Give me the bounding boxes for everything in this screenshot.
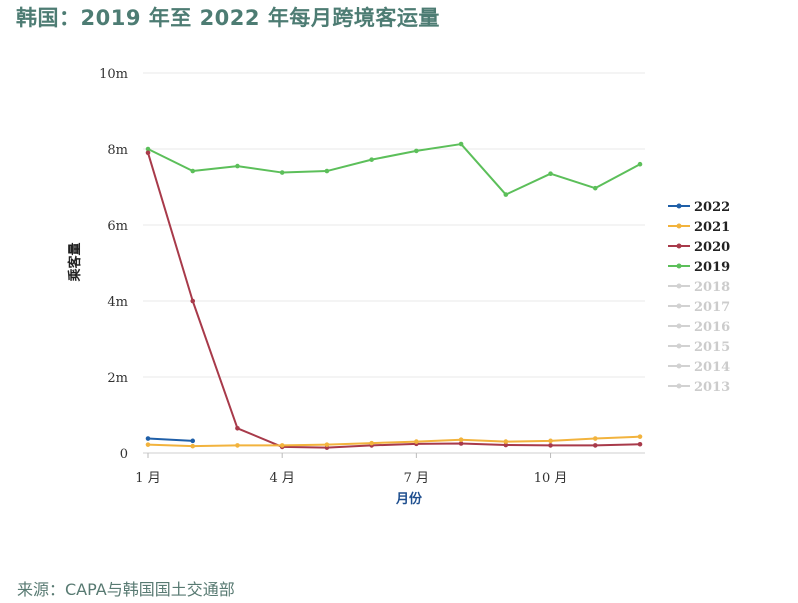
series-lines <box>145 141 643 450</box>
legend-label: 2018 <box>694 280 730 295</box>
data-point-2021 <box>324 442 330 447</box>
legend-swatch-dot <box>676 303 682 309</box>
data-point-2019 <box>592 185 598 191</box>
legend-item-2013[interactable]: 2013 <box>668 380 730 395</box>
data-point-2019 <box>414 148 419 154</box>
legend-label: 2020 <box>694 240 730 255</box>
legend-item-2014[interactable]: 2014 <box>668 360 730 375</box>
data-point-2021 <box>145 442 151 447</box>
x-tick-label: 4 月 <box>269 471 294 486</box>
legend-swatch-dot <box>676 283 682 289</box>
x-tick-label: 1 月 <box>135 471 160 486</box>
series-2022 <box>145 436 196 444</box>
data-point-2019 <box>637 161 643 167</box>
data-point-2019 <box>190 168 196 174</box>
data-point-2020 <box>592 443 598 448</box>
y-tick-label: 8m <box>107 143 128 158</box>
data-point-2019 <box>145 146 151 152</box>
legend-label: 2019 <box>694 260 730 275</box>
data-point-2021 <box>369 440 374 446</box>
x-axis-label: 月份 <box>395 491 423 507</box>
series-line-2022 <box>147 437 193 442</box>
data-point-2021 <box>414 439 419 444</box>
source-note: 来源：CAPA与韩国国土交通部 <box>17 580 235 599</box>
legend-label: 2021 <box>694 220 730 235</box>
data-point-2019 <box>548 171 553 176</box>
data-point-2020 <box>637 441 643 447</box>
data-point-2019 <box>279 170 285 175</box>
data-point-2020 <box>548 443 553 448</box>
data-point-2021 <box>637 434 643 439</box>
data-point-2021 <box>592 436 598 441</box>
data-point-2021 <box>235 443 240 448</box>
legend-label: 2015 <box>694 340 730 355</box>
y-tick-label: 0 <box>120 447 128 462</box>
legend-swatch-dot <box>676 343 682 349</box>
legend-swatch-dot <box>676 203 682 209</box>
legend-item-2015[interactable]: 2015 <box>668 340 730 355</box>
series-line-2019 <box>147 143 641 196</box>
legend-swatch-dot <box>676 223 682 229</box>
x-tick-label: 7 月 <box>404 471 429 486</box>
legend-item-2016[interactable]: 2016 <box>668 320 730 335</box>
legend-swatch-dot <box>676 383 682 389</box>
data-point-2020 <box>145 150 151 156</box>
data-point-2021 <box>503 439 509 444</box>
y-axis: 0 2m 4m 6m 8m 10m <box>99 67 128 462</box>
legend-item-2020[interactable]: 2020 <box>668 240 730 255</box>
data-point-2022 <box>190 438 196 444</box>
legend-item-2019[interactable]: 2019 <box>668 260 730 275</box>
data-point-2019 <box>458 141 464 147</box>
data-point-2022 <box>145 436 151 441</box>
x-tick-label: 10 月 <box>534 471 568 486</box>
data-point-2019 <box>503 192 509 197</box>
data-point-2020 <box>458 441 464 446</box>
legend-label: 2014 <box>694 360 730 375</box>
x-axis: 1 月 4 月 7 月 10 月 <box>135 453 567 486</box>
page-title: 韩国：2019 年至 2022 年每月跨境客运量 <box>16 6 440 30</box>
legend-item-2018[interactable]: 2018 <box>668 280 730 295</box>
data-point-2019 <box>235 163 240 169</box>
data-point-2020 <box>190 298 196 304</box>
legend-swatch-dot <box>676 263 682 269</box>
grid-lines <box>143 72 645 454</box>
legend-item-2022[interactable]: 2022 <box>668 200 730 215</box>
legend: 2022 2021 2020 2019 2018 2017 2016 2015 2014 2013 <box>668 200 730 395</box>
series-line-2021 <box>147 435 641 448</box>
series-2020 <box>145 150 643 450</box>
legend-label: 2016 <box>694 320 730 335</box>
data-point-2019 <box>324 168 330 174</box>
legend-item-2021[interactable]: 2021 <box>668 220 730 235</box>
data-point-2020 <box>503 442 509 448</box>
data-point-2021 <box>279 443 285 448</box>
y-axis-label: 乘客量 <box>67 242 83 282</box>
y-tick-label: 6m <box>107 219 128 234</box>
series-2021 <box>145 434 643 449</box>
series-2019 <box>145 141 643 197</box>
legend-label: 2013 <box>694 380 730 395</box>
legend-label: 2022 <box>694 200 730 215</box>
data-point-2020 <box>235 426 240 431</box>
y-tick-label: 2m <box>107 371 128 386</box>
data-point-2021 <box>458 437 464 443</box>
legend-swatch-dot <box>676 363 682 369</box>
legend-label: 2017 <box>694 300 730 315</box>
data-point-2021 <box>548 438 553 444</box>
data-point-2021 <box>190 443 196 449</box>
y-tick-label: 4m <box>107 295 128 310</box>
legend-item-2017[interactable]: 2017 <box>668 300 730 315</box>
legend-swatch-dot <box>676 323 682 329</box>
y-tick-label: 10m <box>99 67 128 82</box>
data-point-2019 <box>369 157 374 162</box>
series-line-2020 <box>147 152 641 449</box>
legend-swatch-dot <box>676 243 682 249</box>
